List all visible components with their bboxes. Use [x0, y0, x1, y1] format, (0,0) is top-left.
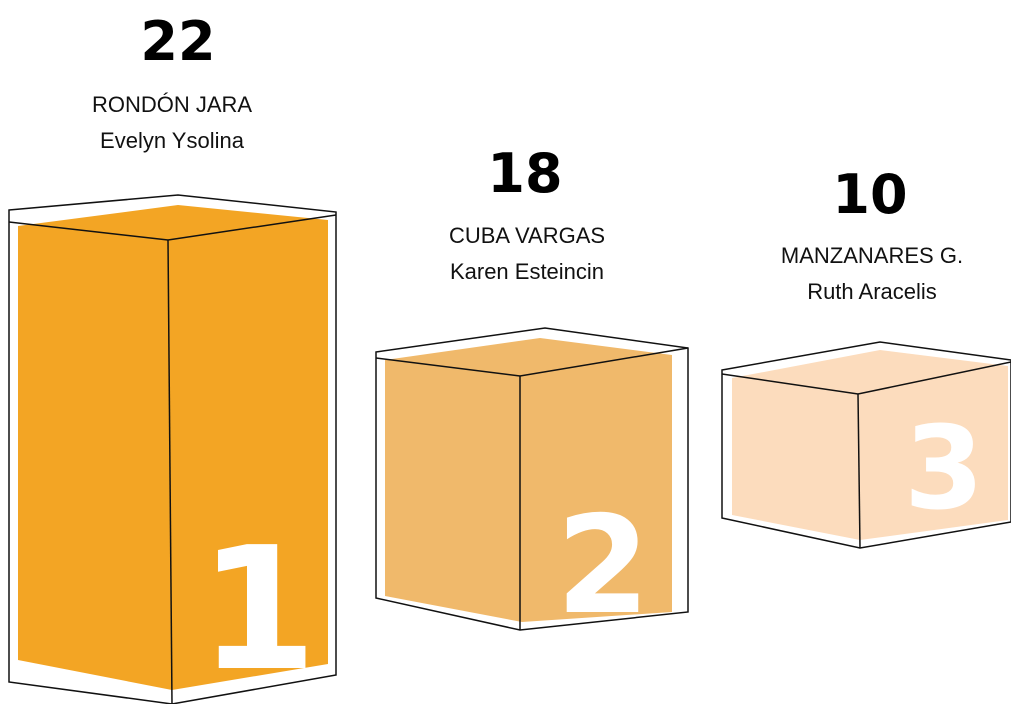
- rank-number: 3: [904, 402, 984, 536]
- given-name: Evelyn Ysolina: [100, 128, 245, 153]
- box-outline: [8, 194, 337, 704]
- box-fill: [732, 350, 1008, 540]
- score: 10: [832, 163, 907, 226]
- given-name: Ruth Aracelis: [807, 279, 937, 304]
- box-outline: [721, 341, 1011, 549]
- surname: RONDÓN JARA: [92, 92, 252, 117]
- box-edge: [857, 393, 861, 549]
- box-fill: [18, 205, 328, 690]
- given-name: Karen Esteincin: [450, 259, 604, 284]
- surname: CUBA VARGAS: [449, 223, 605, 248]
- surname: MANZANARES G.: [781, 243, 963, 268]
- box-edge: [167, 239, 173, 704]
- box-outline: [375, 327, 689, 631]
- score: 18: [487, 142, 562, 205]
- rank-number: 1: [199, 511, 317, 704]
- podium-box-3: 3: [721, 341, 1011, 549]
- podium-box-2: 2: [375, 327, 689, 644]
- box-fill: [385, 338, 672, 622]
- score: 22: [140, 10, 215, 73]
- podium-box-1: 1: [8, 194, 337, 704]
